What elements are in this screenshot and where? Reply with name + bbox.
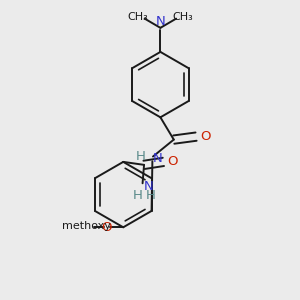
- Text: CH₃: CH₃: [172, 12, 193, 22]
- Text: O: O: [167, 155, 177, 168]
- Text: N: N: [152, 152, 162, 165]
- Text: N: N: [156, 15, 166, 28]
- Text: O: O: [200, 130, 210, 143]
- Text: H: H: [132, 189, 142, 202]
- Text: CH₃: CH₃: [128, 12, 148, 22]
- Text: N: N: [144, 180, 154, 193]
- Text: methoxy: methoxy: [62, 221, 111, 231]
- Text: H: H: [146, 189, 156, 202]
- Text: H: H: [135, 150, 145, 163]
- Text: O: O: [102, 221, 112, 234]
